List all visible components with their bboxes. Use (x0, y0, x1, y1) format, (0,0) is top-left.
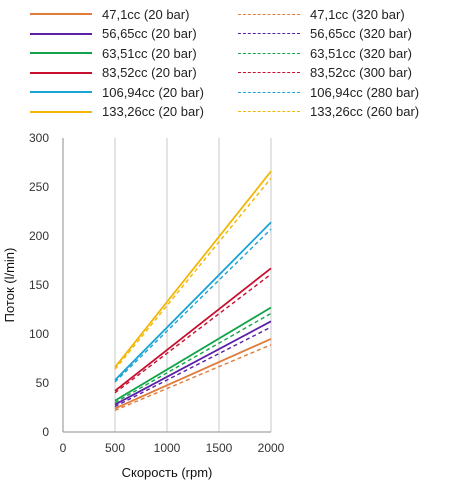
legend-item: 133,26cc (20 bar) (30, 102, 204, 122)
x-tick-label: 1500 (206, 441, 233, 455)
series-line (114, 228, 272, 383)
legend-swatch (238, 52, 300, 54)
series-line (114, 177, 272, 370)
legend-swatch (30, 110, 92, 113)
series-line (114, 267, 272, 392)
y-tick-label: 250 (29, 180, 49, 194)
y-tick-label: 0 (42, 425, 49, 439)
legend-label: 133,26cc (20 bar) (102, 104, 204, 119)
legend-item: 56,65cc (20 bar) (30, 24, 197, 44)
legend-item: 83,52cc (300 bar) (238, 63, 412, 83)
y-tick-label: 200 (29, 229, 49, 243)
legend-item: 56,65cc (320 bar) (238, 24, 412, 44)
legend-label: 106,94cc (20 bar) (102, 84, 204, 100)
y-tick-label: 300 (29, 131, 49, 145)
series-line (114, 326, 272, 408)
legend-item: 106,94cc (20 bar) (30, 82, 204, 102)
y-axis-label: Поток (l/min) (2, 248, 17, 323)
series-line (114, 221, 272, 381)
legend-item: 133,26cc (260 bar) (238, 102, 419, 122)
legend-swatch (30, 91, 92, 93)
legend-swatch (238, 72, 300, 73)
chart-legend: 47,1cc (20 bar) 47,1cc (320 bar) 56,65cc (… (0, 0, 450, 128)
y-tick-label: 150 (29, 278, 49, 292)
legend-label: 47,1cc (320 bar) (310, 6, 405, 22)
legend-label: 47,1cc (20 bar) (102, 6, 190, 22)
legend-swatch (238, 91, 300, 93)
x-tick-label: 2000 (258, 441, 285, 455)
legend-label: 63,51cc (20 bar) (102, 45, 197, 61)
series-line (114, 306, 272, 402)
legend-item: 47,1cc (320 bar) (238, 4, 405, 24)
legend-item: 47,1cc (20 bar) (30, 4, 189, 24)
y-tick-label: 100 (29, 327, 49, 341)
legend-label: 106,94cc (280 bar) (310, 84, 420, 100)
series-line (114, 312, 272, 404)
legend-label: 63,51cc (320 bar) (310, 45, 412, 61)
x-tick-label: 1000 (154, 441, 181, 455)
series-line (114, 320, 272, 406)
legend-swatch (30, 13, 92, 15)
legend-swatch (238, 111, 300, 112)
legend-label: 133,26cc (260 bar) (310, 104, 420, 119)
series-line (114, 344, 272, 412)
x-axis-label: Скорость (rpm) (122, 465, 213, 480)
legend-label: 56,65cc (320 bar) (310, 26, 412, 41)
legend-item: 83,52cc (20 bar) (30, 63, 197, 83)
legend-swatch (30, 71, 92, 74)
y-tick-label: 50 (36, 376, 50, 390)
legend-label: 56,65cc (20 bar) (102, 26, 197, 41)
legend-swatch (30, 32, 92, 35)
chart-plot: 0 50 100 150 200 250 300 0 500 1000 1500 2000 Скорос… (2, 131, 285, 480)
series-line (114, 170, 272, 368)
legend-item: 63,51cc (320 bar) (238, 43, 412, 63)
legend-swatch (238, 33, 300, 34)
legend-label: 83,52cc (20 bar) (102, 65, 197, 80)
series-line (114, 338, 272, 410)
legend-item: 106,94cc (280 bar) (238, 82, 419, 102)
legend-swatch (30, 52, 92, 54)
legend-item: 63,51cc (20 bar) (30, 43, 197, 63)
x-tick-label: 500 (105, 441, 125, 455)
legend-swatch (238, 13, 300, 15)
series-line (114, 273, 272, 394)
legend-label: 83,52cc (300 bar) (310, 65, 412, 80)
x-tick-label: 0 (60, 441, 67, 455)
